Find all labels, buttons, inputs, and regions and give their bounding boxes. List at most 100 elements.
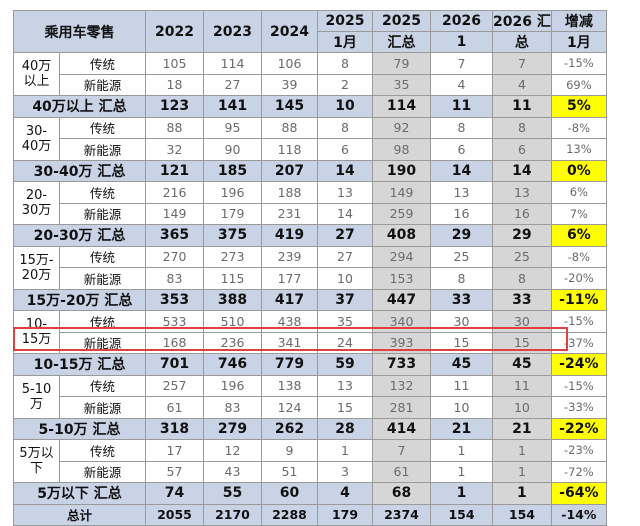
cell-value: 179: [203, 202, 262, 225]
sales-table-figure: 乘用车零售 2022 2023 2024 2025 2025 2026 2026 汇增减 1月汇…: [13, 10, 607, 526]
powertrain-type: 新能源: [59, 331, 146, 354]
cell-value: 11: [492, 374, 552, 397]
subtotal-value: 779: [261, 353, 318, 376]
header-2026-month: 1: [430, 31, 493, 53]
cell-value: 188: [261, 181, 318, 204]
subtotal-value: 262: [261, 417, 318, 440]
cell-value: 79: [372, 52, 431, 75]
subtotal-value: 141: [203, 95, 262, 118]
subtotal-value: 1: [430, 482, 493, 505]
cell-value: 90: [203, 138, 262, 161]
segment-label-line-1: 20-: [25, 188, 48, 203]
cell-value: 6: [317, 138, 373, 161]
cell-value: 13: [317, 181, 373, 204]
header-year-y2023: 2023: [203, 10, 262, 53]
data-row: 10- 15万 传统 533 510 438 35 340 30 30 -15%: [13, 310, 607, 354]
cell-value: 83: [145, 267, 204, 290]
cell-value: 114: [203, 52, 262, 75]
cell-value: 1: [430, 460, 493, 483]
subtotal-row: 5万以下 汇总 74 55 60 4 68 1 1 -64%: [13, 482, 607, 505]
segment-label: 5-10 万: [13, 374, 60, 419]
cell-value: 25: [492, 245, 552, 268]
cell-value: 6: [430, 138, 493, 161]
total-value: -14%: [550, 503, 607, 526]
subtotal-value: 375: [203, 224, 262, 247]
subtotal-value: 388: [203, 288, 262, 311]
cell-value: 138: [261, 374, 318, 397]
powertrain-type: 传统: [59, 116, 146, 139]
subtotal-value: 74: [145, 482, 204, 505]
segment-label-line-2: 40万: [21, 138, 52, 154]
segment-label-line-2: 万: [29, 396, 43, 412]
subtotal-value: 27: [317, 224, 373, 247]
cell-value: 27: [317, 245, 373, 268]
cell-value: 3: [317, 460, 373, 483]
subtotal-value: 68: [372, 482, 431, 505]
cell-value: 88: [145, 116, 204, 139]
cell-value: 13%: [550, 138, 607, 161]
cell-value: 340: [372, 310, 431, 333]
segment-label-line-1: 5万以: [19, 446, 54, 461]
cell-value: 13: [430, 181, 493, 204]
cell-value: 7: [372, 439, 431, 462]
cell-value: 39: [261, 73, 318, 96]
cell-value: 16: [430, 202, 493, 225]
subtotal-value: 353: [145, 288, 204, 311]
cell-value: 270: [145, 245, 204, 268]
cell-value: 16: [492, 202, 552, 225]
cell-value: 196: [203, 181, 262, 204]
cell-value: 35: [317, 310, 373, 333]
powertrain-type: 传统: [59, 439, 146, 462]
powertrain-type: 传统: [59, 245, 146, 268]
subtotal-row: 30-40万 汇总 121 185 207 14 190 14 14 0%: [13, 159, 607, 182]
cell-value: 13: [492, 181, 552, 204]
cell-value: 15: [430, 331, 493, 354]
subtotal-value: -64%: [550, 482, 607, 505]
cell-value: 15: [492, 331, 552, 354]
subtotal-value: 59: [317, 353, 373, 376]
powertrain-type: 新能源: [59, 267, 146, 290]
data-row: 新能源 18 27 39 2 35 4 4 69%: [14, 73, 607, 96]
total-value: 2374: [372, 503, 431, 526]
header-row-1: 乘用车零售 2022 2023 2024 2025 2025 2026 2026 汇增减: [13, 10, 607, 53]
subtotal-value: 318: [145, 417, 204, 440]
cell-value: 43: [203, 460, 262, 483]
subtotal-value: 14: [317, 159, 373, 182]
cell-value: -8%: [550, 245, 607, 268]
cell-value: 6%: [550, 181, 607, 204]
cell-value: 98: [372, 138, 431, 161]
cell-value: 124: [261, 396, 318, 419]
header-2026-total-b: 总: [492, 31, 552, 53]
powertrain-type: 新能源: [59, 460, 146, 483]
subtotal-label: 30-40万 汇总: [13, 159, 146, 182]
cell-value: 83: [203, 396, 262, 419]
subtotal-value: 185: [203, 159, 262, 182]
powertrain-type: 新能源: [59, 396, 146, 419]
subtotal-value: 55: [203, 482, 262, 505]
cell-value: 95: [203, 116, 262, 139]
cell-value: 105: [145, 52, 204, 75]
subtotal-value: 14: [492, 159, 552, 182]
segment-label-line-1: 5-10: [21, 381, 52, 397]
cell-value: 92: [372, 116, 431, 139]
cell-value: 1: [430, 439, 493, 462]
total-value: 179: [317, 503, 373, 526]
subtotal-value: 21: [430, 417, 493, 440]
segment-label: 30- 40万: [13, 116, 60, 161]
total-value: 2288: [261, 503, 318, 526]
cell-value: 2: [317, 73, 373, 96]
cell-value: 231: [261, 202, 318, 225]
subtotal-label: 10-15万 汇总: [13, 353, 146, 376]
cell-value: 12: [203, 439, 262, 462]
cell-value: 149: [145, 202, 204, 225]
header-2025-month: 1月: [317, 31, 373, 53]
powertrain-type: 传统: [59, 181, 146, 204]
segment-label: 10- 15万: [13, 310, 60, 354]
header-change: 增减: [550, 10, 607, 32]
subtotal-value: 365: [145, 224, 204, 247]
subtotal-value: -24%: [550, 353, 607, 376]
total-value: 2170: [203, 503, 262, 526]
subtotal-value: 746: [203, 353, 262, 376]
subtotal-value: 408: [372, 224, 431, 247]
subtotal-value: 207: [261, 159, 318, 182]
